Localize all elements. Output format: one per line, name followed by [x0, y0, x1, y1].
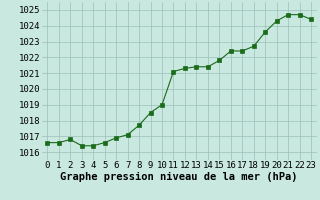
X-axis label: Graphe pression niveau de la mer (hPa): Graphe pression niveau de la mer (hPa) — [60, 172, 298, 182]
